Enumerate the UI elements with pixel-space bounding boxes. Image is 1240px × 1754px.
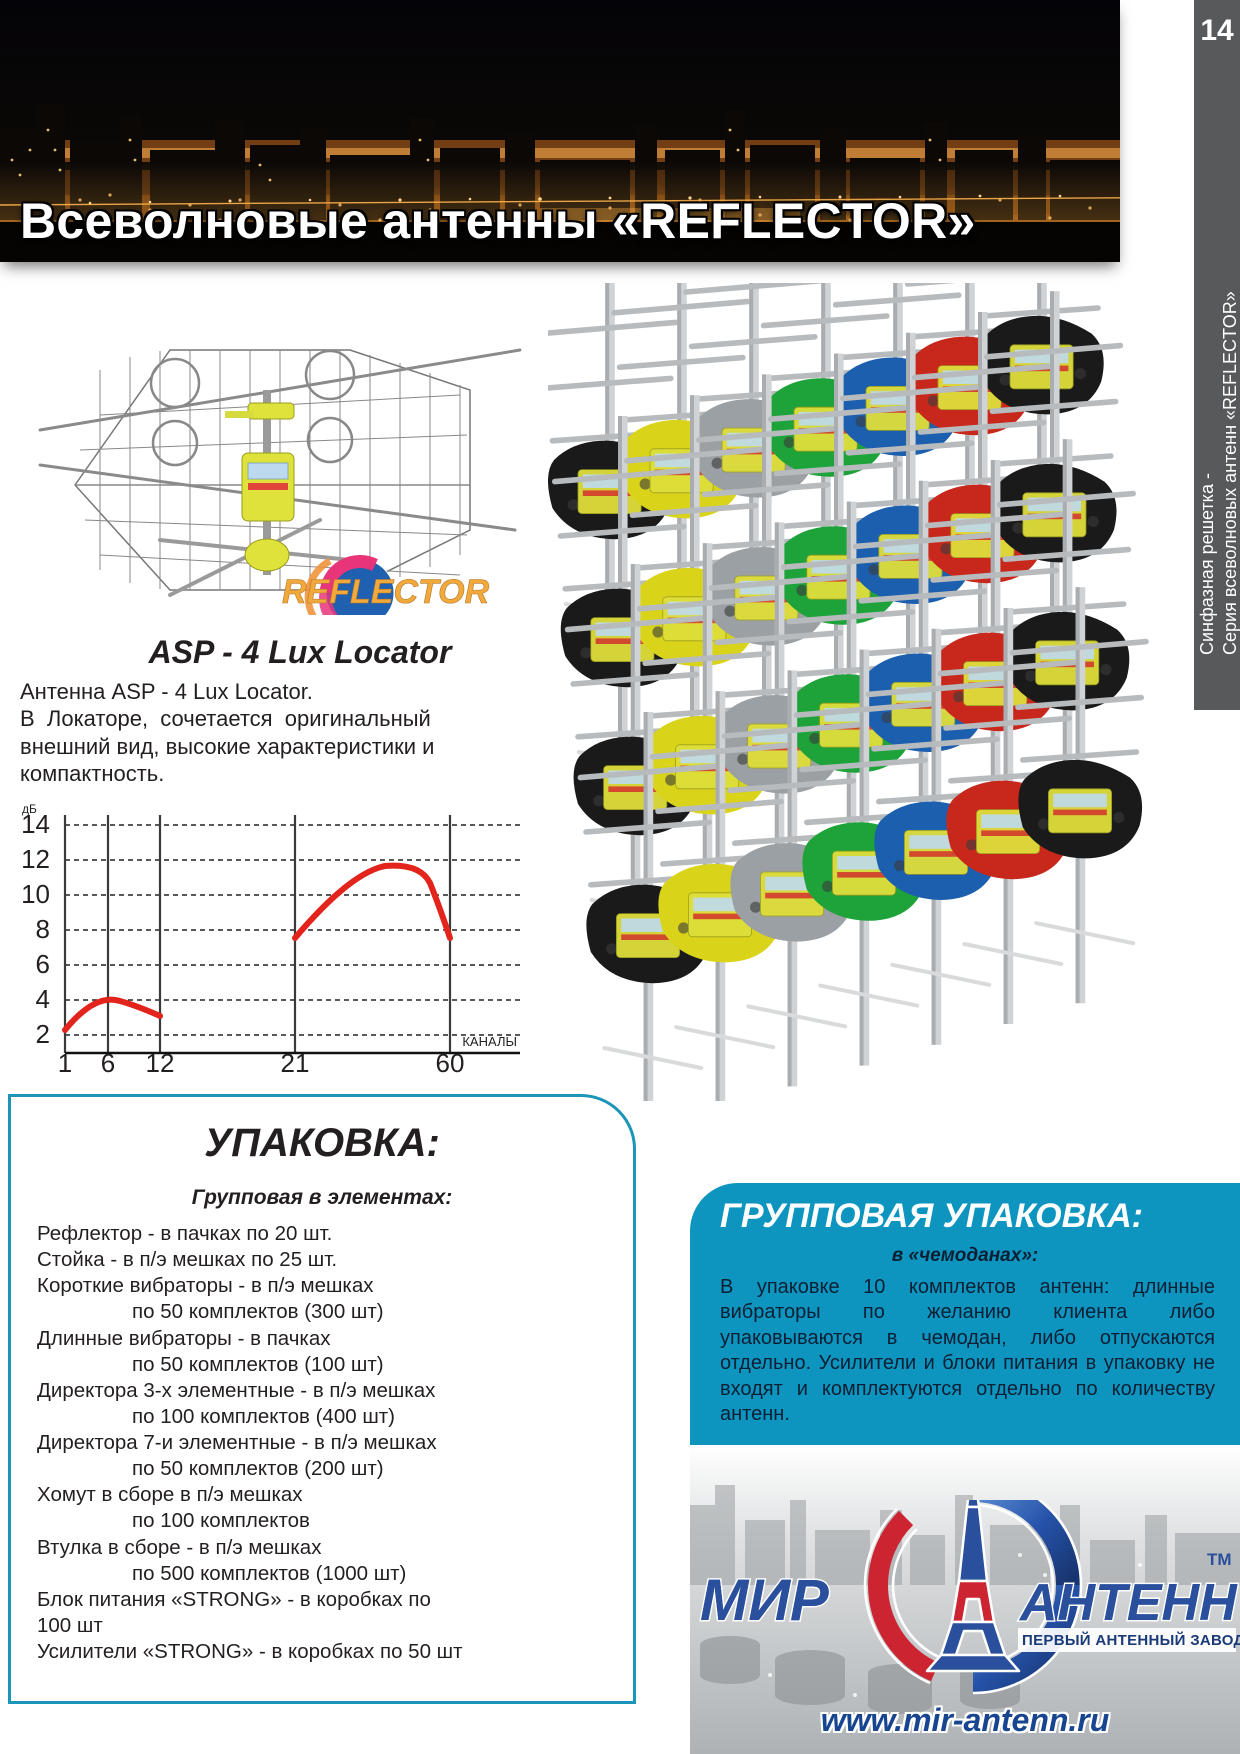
svg-text:ПЕРВЫЙ АНТЕННЫЙ ЗАВОД: ПЕРВЫЙ АНТЕННЫЙ ЗАВОД: [1022, 1631, 1240, 1649]
svg-text:14: 14: [21, 809, 50, 839]
svg-text:8: 8: [36, 914, 50, 944]
svg-text:10: 10: [21, 879, 50, 909]
svg-text:TM: TM: [1207, 1550, 1232, 1569]
svg-text:1: 1: [58, 1048, 72, 1073]
svg-text:REFLECTOR: REFLECTOR: [282, 573, 490, 611]
svg-text:6: 6: [36, 949, 50, 979]
svg-text:12: 12: [21, 844, 50, 874]
svg-text:4: 4: [36, 984, 50, 1014]
svg-text:МИР: МИР: [700, 1568, 829, 1633]
svg-text:АНТЕНН: АНТЕНН: [1018, 1574, 1238, 1632]
svg-text:КАНАЛЫ: КАНАЛЫ: [462, 1034, 517, 1049]
svg-text:60: 60: [436, 1048, 465, 1073]
svg-text:21: 21: [281, 1048, 310, 1073]
svg-text:12: 12: [146, 1048, 175, 1073]
svg-text:6: 6: [101, 1048, 115, 1073]
svg-text:2: 2: [36, 1019, 50, 1049]
